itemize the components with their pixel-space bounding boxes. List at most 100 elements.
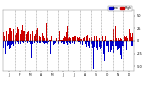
Bar <box>94 41 95 47</box>
Bar <box>38 31 39 41</box>
Bar <box>103 41 104 54</box>
Bar <box>74 36 75 41</box>
Bar <box>16 33 17 41</box>
Bar <box>68 41 69 42</box>
Bar <box>34 41 35 43</box>
Bar <box>74 41 75 44</box>
Bar <box>132 41 133 46</box>
Bar <box>15 35 16 41</box>
Bar <box>68 38 69 41</box>
Bar <box>52 41 53 45</box>
Bar <box>97 40 98 41</box>
Bar <box>123 41 124 46</box>
Bar <box>49 40 50 41</box>
Bar <box>119 41 120 48</box>
Bar <box>37 28 38 41</box>
Bar <box>71 36 72 41</box>
Bar <box>119 40 120 41</box>
Bar <box>36 30 37 41</box>
Bar <box>8 41 9 45</box>
Bar <box>110 41 111 52</box>
Bar <box>34 36 35 41</box>
Bar <box>70 41 71 44</box>
Bar <box>79 37 80 41</box>
Bar <box>123 37 124 41</box>
Bar <box>44 38 45 41</box>
Bar <box>32 41 33 44</box>
Bar <box>31 41 32 58</box>
Bar <box>86 36 87 41</box>
Bar <box>50 40 51 41</box>
Bar <box>50 41 51 54</box>
Bar <box>35 34 36 41</box>
Bar <box>20 34 21 41</box>
Bar <box>117 41 118 50</box>
Bar <box>73 37 74 41</box>
Bar <box>6 31 7 41</box>
Bar <box>33 41 34 43</box>
Bar <box>78 38 79 41</box>
Bar <box>109 41 110 51</box>
Bar <box>10 41 11 48</box>
Bar <box>92 41 93 48</box>
Bar <box>59 31 60 41</box>
Bar <box>112 41 113 46</box>
Bar <box>94 36 95 41</box>
Bar <box>36 41 37 42</box>
Bar <box>26 34 27 41</box>
Bar <box>76 41 77 43</box>
Bar <box>78 41 79 42</box>
Bar <box>65 37 66 41</box>
Bar <box>33 34 34 41</box>
Bar <box>69 41 70 43</box>
Bar <box>101 41 102 48</box>
Bar <box>17 41 18 42</box>
Bar <box>17 27 18 41</box>
Bar <box>97 41 98 50</box>
Bar <box>30 34 31 41</box>
Bar <box>18 29 19 41</box>
Bar <box>12 41 13 44</box>
Bar <box>106 41 107 46</box>
Bar <box>47 41 48 43</box>
Bar <box>115 26 116 41</box>
Bar <box>47 39 48 41</box>
Bar <box>61 40 62 41</box>
Bar <box>32 31 33 41</box>
Bar <box>22 25 23 41</box>
Bar <box>122 41 123 46</box>
Bar <box>45 41 46 43</box>
Bar <box>77 37 78 41</box>
Bar <box>87 41 88 42</box>
Bar <box>113 29 114 41</box>
Bar <box>120 38 121 41</box>
Bar <box>100 37 101 41</box>
Bar <box>91 37 92 41</box>
Bar <box>63 38 64 41</box>
Bar <box>110 40 111 41</box>
Bar <box>118 41 119 49</box>
Bar <box>22 41 23 42</box>
Bar <box>10 28 11 41</box>
Bar <box>85 41 86 44</box>
Bar <box>96 36 97 41</box>
Bar <box>128 35 129 41</box>
Bar <box>132 33 133 41</box>
Bar <box>64 36 65 41</box>
Bar <box>108 41 109 52</box>
Bar <box>69 37 70 41</box>
Bar <box>80 41 81 44</box>
Bar <box>87 35 88 41</box>
Bar <box>3 32 4 41</box>
Bar <box>126 41 127 50</box>
Bar <box>116 38 117 41</box>
Bar <box>76 38 77 41</box>
Bar <box>111 41 112 50</box>
Bar <box>39 36 40 41</box>
Bar <box>131 37 132 41</box>
Bar <box>104 41 105 61</box>
Bar <box>62 40 63 41</box>
Bar <box>63 41 64 44</box>
Bar <box>125 37 126 41</box>
Bar <box>114 41 115 56</box>
